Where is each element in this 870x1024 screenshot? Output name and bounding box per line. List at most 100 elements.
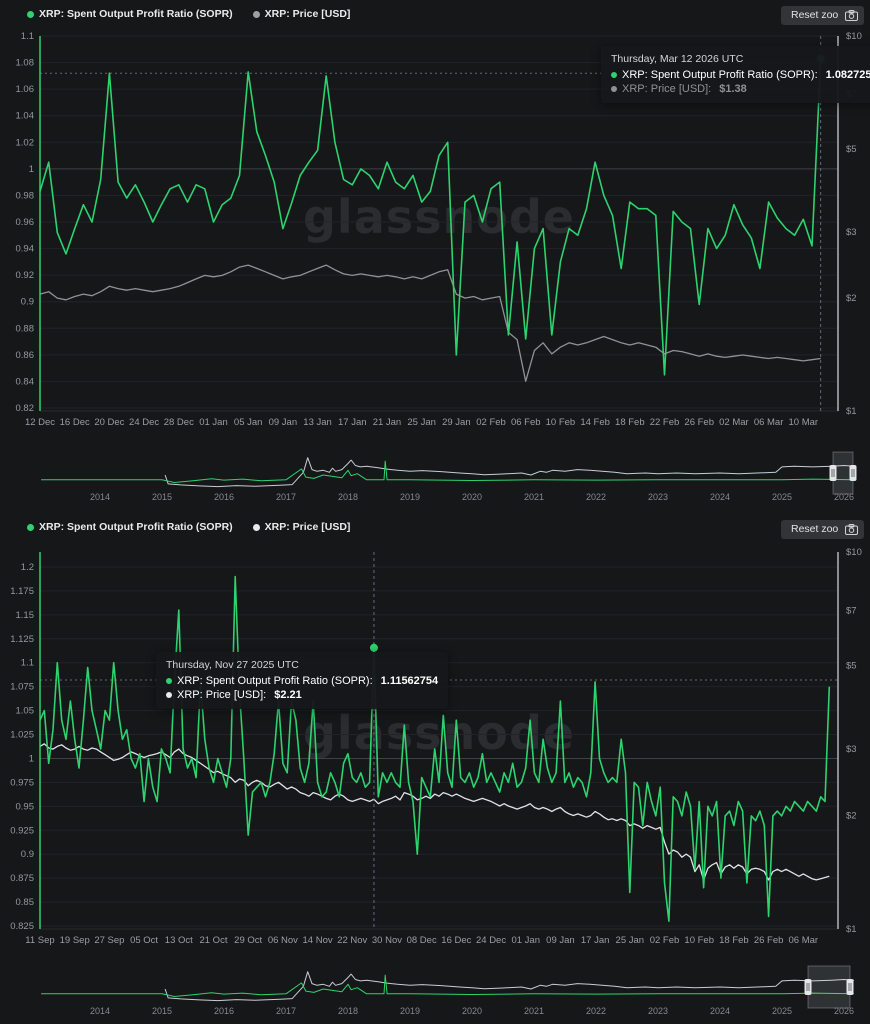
- svg-text:26 Feb: 26 Feb: [684, 417, 714, 428]
- svg-text:1.1: 1.1: [21, 31, 34, 42]
- navigator-1[interactable]: 2014 2015 2016 2017 2018 2019 2020 2021 2022 2023…: [0, 450, 870, 508]
- svg-text:$2: $2: [846, 293, 857, 304]
- sopr-legend-label: XRP: Spent Output Profit Ratio (SOPR): [39, 521, 233, 533]
- legend-item-sopr[interactable]: XRP: Spent Output Profit Ratio (SOPR): [27, 8, 233, 20]
- sopr-dot-icon: [166, 678, 172, 684]
- svg-text:2015: 2015: [152, 1006, 172, 1016]
- svg-text:$1: $1: [846, 924, 857, 935]
- svg-text:02 Feb: 02 Feb: [650, 935, 680, 946]
- svg-text:0.96: 0.96: [16, 217, 35, 228]
- svg-text:17 Jan: 17 Jan: [581, 935, 610, 946]
- svg-text:2025: 2025: [772, 492, 792, 502]
- svg-text:0.95: 0.95: [16, 801, 35, 812]
- legend-chart-2: XRP: Spent Output Profit Ratio (SOPR) XR…: [27, 521, 350, 533]
- navigator-2[interactable]: 2014 2015 2016 2017 2018 2019 2020 2021 2022 2023…: [0, 964, 870, 1022]
- svg-text:$2: $2: [846, 811, 857, 822]
- sopr-price-chart-2[interactable]: 1.2 1.175 1.15 1.125 1.1 1.075 1.05 1.025 1 0.975…: [0, 508, 870, 968]
- tooltip-price-row: XRP: Price [USD]: $1.38: [611, 83, 870, 95]
- legend-item-price[interactable]: XRP: Price [USD]: [252, 521, 351, 533]
- sopr-legend-label: XRP: Spent Output Profit Ratio (SOPR): [39, 8, 233, 20]
- svg-text:2020: 2020: [462, 492, 482, 502]
- svg-text:09 Jan: 09 Jan: [546, 935, 575, 946]
- svg-text:14 Feb: 14 Feb: [580, 417, 610, 428]
- svg-text:16 Dec: 16 Dec: [441, 935, 471, 946]
- svg-text:08 Dec: 08 Dec: [407, 935, 437, 946]
- svg-text:02 Feb: 02 Feb: [476, 417, 506, 428]
- svg-text:0.86: 0.86: [16, 350, 35, 361]
- price-dot-icon: [611, 86, 617, 92]
- camera-button[interactable]: [838, 6, 864, 25]
- camera-button[interactable]: [838, 520, 864, 539]
- svg-text:$10: $10: [846, 547, 862, 558]
- sopr-legend-dot-icon: [27, 10, 34, 18]
- svg-text:01 Jan: 01 Jan: [511, 935, 540, 946]
- svg-text:0.9: 0.9: [21, 849, 34, 860]
- svg-text:09 Jan: 09 Jan: [269, 417, 298, 428]
- svg-text:1.2: 1.2: [21, 562, 34, 573]
- svg-text:1: 1: [29, 753, 34, 764]
- svg-text:20 Dec: 20 Dec: [94, 417, 124, 428]
- legend-item-sopr[interactable]: XRP: Spent Output Profit Ratio (SOPR): [27, 521, 233, 533]
- svg-text:1.025: 1.025: [10, 730, 34, 741]
- price-legend-label: XRP: Price [USD]: [264, 521, 351, 533]
- svg-text:2021: 2021: [524, 492, 544, 502]
- price-legend-label: XRP: Price [USD]: [264, 8, 351, 20]
- svg-text:0.925: 0.925: [10, 825, 34, 836]
- svg-text:0.875: 0.875: [10, 873, 34, 884]
- svg-text:10 Feb: 10 Feb: [684, 935, 714, 946]
- svg-text:0.85: 0.85: [16, 897, 35, 908]
- svg-text:2026: 2026: [834, 492, 854, 502]
- svg-text:1.1: 1.1: [21, 658, 34, 669]
- svg-text:1.06: 1.06: [16, 84, 35, 95]
- svg-text:2014: 2014: [90, 1006, 110, 1016]
- svg-text:2018: 2018: [338, 492, 358, 502]
- sopr-price-chart-1[interactable]: 1.1 1.08 1.06 1.04 1.02 1 0.98 0.96 0.94 0.92 0.9 0…: [0, 0, 870, 450]
- legend-chart-1: XRP: Spent Output Profit Ratio (SOPR) XR…: [27, 8, 350, 20]
- svg-text:0.82: 0.82: [16, 403, 35, 414]
- chart-tooltip-1: Thursday, Mar 12 2026 UTC XRP: Spent Out…: [601, 46, 870, 103]
- svg-text:06 Nov: 06 Nov: [268, 935, 298, 946]
- svg-text:14 Nov: 14 Nov: [303, 935, 333, 946]
- svg-text:18 Feb: 18 Feb: [615, 417, 645, 428]
- svg-text:$10: $10: [846, 31, 862, 42]
- svg-text:2025: 2025: [772, 1006, 792, 1016]
- svg-text:$7: $7: [846, 605, 857, 616]
- svg-text:2016: 2016: [214, 1006, 234, 1016]
- svg-text:13 Jan: 13 Jan: [303, 417, 332, 428]
- svg-text:2023: 2023: [648, 1006, 668, 1016]
- svg-text:11 Sep: 11 Sep: [25, 935, 54, 946]
- svg-text:1.15: 1.15: [16, 610, 35, 621]
- svg-text:05 Oct: 05 Oct: [130, 935, 158, 946]
- tooltip-sopr-row: XRP: Spent Output Profit Ratio (SOPR): 1.…: [166, 675, 438, 687]
- svg-text:1.08: 1.08: [16, 58, 35, 69]
- svg-text:17 Jan: 17 Jan: [338, 417, 367, 428]
- svg-text:$5: $5: [846, 660, 857, 671]
- svg-text:22 Feb: 22 Feb: [650, 417, 680, 428]
- svg-text:2020: 2020: [462, 1006, 482, 1016]
- svg-text:1: 1: [29, 164, 34, 175]
- svg-text:22 Nov: 22 Nov: [337, 935, 367, 946]
- svg-text:02 Mar: 02 Mar: [719, 417, 749, 428]
- svg-text:2024: 2024: [710, 492, 730, 502]
- svg-text:06 Feb: 06 Feb: [511, 417, 541, 428]
- svg-text:13 Oct: 13 Oct: [165, 935, 193, 946]
- svg-text:06 Mar: 06 Mar: [754, 417, 784, 428]
- svg-text:2022: 2022: [586, 492, 606, 502]
- svg-text:2019: 2019: [400, 1006, 420, 1016]
- svg-text:2022: 2022: [586, 1006, 606, 1016]
- svg-text:06 Mar: 06 Mar: [789, 935, 819, 946]
- camera-icon: [844, 10, 858, 21]
- tooltip-date: Thursday, Nov 27 2025 UTC: [166, 659, 299, 671]
- svg-text:2024: 2024: [710, 1006, 730, 1016]
- svg-text:29 Oct: 29 Oct: [234, 935, 262, 946]
- sopr-dot-icon: [611, 72, 617, 78]
- svg-text:$1: $1: [846, 406, 857, 417]
- svg-text:27 Sep: 27 Sep: [94, 935, 124, 946]
- svg-text:24 Dec: 24 Dec: [129, 417, 159, 428]
- legend-item-price[interactable]: XRP: Price [USD]: [252, 8, 351, 20]
- svg-text:$5: $5: [846, 144, 857, 155]
- svg-text:2017: 2017: [276, 492, 296, 502]
- svg-text:29 Jan: 29 Jan: [442, 417, 471, 428]
- svg-text:1.04: 1.04: [16, 111, 35, 122]
